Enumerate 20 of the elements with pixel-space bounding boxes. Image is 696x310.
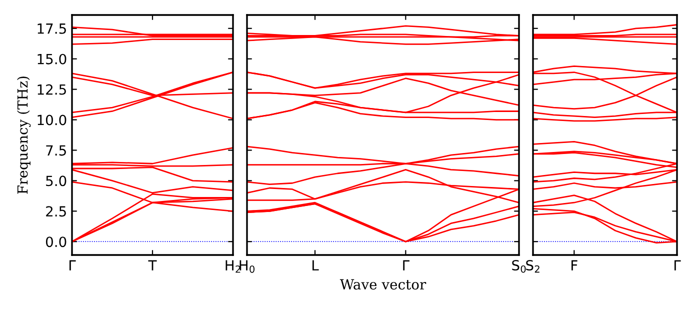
y-tick-label: 0.0 — [46, 236, 66, 248]
x-tick-label: Γ — [69, 260, 76, 270]
y-tick-label: 10.0 — [38, 114, 66, 126]
x-tick-label: S$_{2}$ — [526, 260, 540, 273]
x-tick-label: T — [148, 260, 157, 270]
y-tick-label: 7.5 — [46, 145, 66, 156]
x-tick-label: F — [572, 260, 578, 270]
x-tick-label: Γ — [674, 260, 681, 270]
x-tick-label: S$_{0}$ — [512, 260, 526, 273]
y-tick-label: 12.5 — [38, 84, 66, 95]
x-tick-label: L — [312, 260, 319, 270]
y-tick-label: 5.0 — [46, 176, 66, 186]
y-tick-label: 2.5 — [46, 206, 66, 217]
y-axis-title: Frequency (THz) — [17, 76, 31, 194]
x-tick-label: Γ — [403, 260, 410, 270]
y-tick-label: 17.5 — [38, 24, 66, 34]
x-tick-label: H$_{0}$ — [240, 260, 255, 273]
x-axis-title: Wave vector — [340, 279, 426, 290]
y-tick-label: 15.0 — [38, 54, 66, 64]
x-tick-label: H$_{2}$ — [226, 260, 240, 273]
